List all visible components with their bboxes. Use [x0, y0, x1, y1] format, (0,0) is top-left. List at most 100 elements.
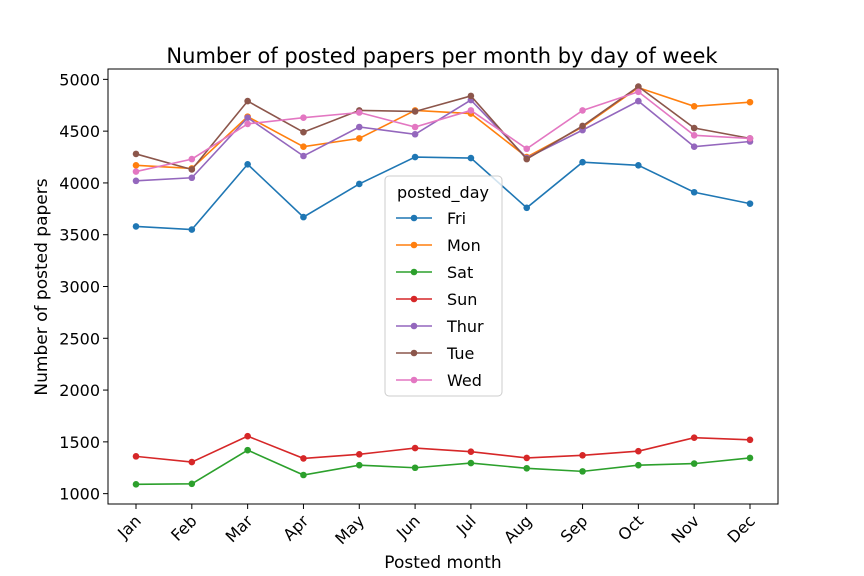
series-fri — [132, 153, 754, 233]
x-tick-label: Jan — [113, 511, 145, 543]
data-point — [579, 452, 586, 459]
y-axis-label: Number of posted papers — [32, 178, 52, 395]
x-tick-label: May — [331, 511, 368, 548]
data-point — [355, 109, 363, 116]
series-wed — [132, 88, 754, 175]
series-thur — [132, 96, 754, 185]
x-tick-label: Oct — [614, 511, 647, 544]
y-tick-label: 1500 — [59, 433, 100, 452]
series-line — [135, 85, 751, 171]
data-point — [690, 124, 698, 132]
data-point — [300, 471, 307, 479]
data-point — [523, 454, 531, 462]
data-point — [355, 180, 363, 188]
data-point — [523, 204, 531, 212]
legend-marker — [410, 241, 418, 249]
legend-entry-tue: Tue — [396, 344, 474, 363]
legend-label: Sat — [447, 263, 473, 282]
data-point — [579, 158, 586, 166]
data-point — [411, 108, 419, 115]
legend-label: Fri — [447, 209, 466, 228]
x-tick-label: Mar — [222, 511, 257, 546]
data-point — [411, 130, 419, 138]
data-point — [635, 461, 642, 469]
legend-label: Sun — [447, 290, 477, 309]
data-point — [188, 480, 196, 488]
data-point — [244, 97, 251, 105]
data-point — [355, 135, 363, 142]
y-tick-label: 5000 — [59, 70, 100, 89]
data-point — [467, 92, 475, 100]
data-point — [132, 223, 140, 230]
x-axis-label: Posted month — [384, 553, 501, 573]
data-point — [690, 434, 698, 442]
y-tick-label: 4000 — [59, 174, 100, 193]
x-tick-label: Aug — [500, 511, 536, 547]
x-axis: Jan Feb Mar Apr May Jun Jul Aug Sep Oct Nov Dec — [113, 504, 759, 548]
data-point — [300, 455, 307, 462]
data-point — [579, 468, 586, 475]
data-point — [132, 168, 140, 175]
legend-label: Mon — [447, 236, 481, 255]
data-point — [355, 123, 363, 131]
data-point — [188, 155, 196, 163]
data-point — [635, 83, 642, 90]
x-tick-label: Apr — [279, 511, 312, 544]
data-point — [188, 458, 196, 466]
data-point — [523, 155, 531, 163]
data-point — [188, 166, 196, 173]
data-point — [300, 213, 307, 221]
series-line — [135, 86, 751, 170]
data-point — [467, 448, 475, 455]
data-point — [300, 152, 307, 160]
legend-label: Wed — [447, 371, 482, 390]
series-tue — [132, 83, 754, 173]
series-line — [135, 156, 751, 231]
data-point — [579, 107, 586, 114]
series-sun — [132, 432, 754, 466]
legend-entry-sat: Sat — [396, 263, 473, 282]
series-line — [135, 90, 751, 173]
legend-marker — [410, 349, 418, 357]
legend-entry-fri: Fri — [396, 209, 466, 228]
y-tick-label: 4500 — [59, 122, 100, 141]
y-tick-label: 3000 — [59, 278, 100, 297]
data-point — [523, 145, 531, 153]
legend-marker — [410, 322, 418, 330]
legend-entry-wed: Wed — [396, 371, 482, 390]
data-point — [300, 128, 307, 136]
y-tick-label: 3500 — [59, 226, 100, 245]
x-tick-label: Jun — [392, 511, 424, 543]
series-layer — [132, 83, 754, 488]
data-point — [690, 460, 698, 467]
legend-marker — [410, 214, 418, 222]
x-tick-label: Feb — [167, 511, 200, 544]
data-point — [523, 464, 531, 472]
data-point — [690, 102, 698, 110]
data-point — [635, 447, 642, 455]
series-line — [135, 435, 751, 463]
legend-entry-thur: Thur — [396, 317, 484, 336]
data-point — [467, 154, 475, 162]
data-point — [746, 454, 754, 462]
data-point — [746, 135, 754, 142]
data-point — [188, 174, 196, 182]
y-tick-label: 1000 — [59, 485, 100, 504]
legend-label: Tue — [446, 344, 474, 363]
data-point — [467, 459, 475, 467]
data-point — [635, 97, 642, 105]
data-point — [132, 481, 140, 488]
data-point — [411, 464, 419, 472]
data-point — [746, 98, 754, 106]
x-tick-label: Jul — [452, 511, 480, 539]
legend-entry-sun: Sun — [396, 290, 477, 309]
legend-marker — [410, 295, 418, 303]
y-tick-label: 2000 — [59, 381, 100, 400]
chart-title: Number of posted papers per month by day… — [166, 44, 718, 68]
data-point — [690, 131, 698, 139]
series-line — [135, 449, 751, 486]
data-point — [355, 450, 363, 458]
legend: posted_day Fri Mon Sat Sun Thur Tue Wed — [384, 175, 503, 397]
data-point — [690, 143, 698, 150]
